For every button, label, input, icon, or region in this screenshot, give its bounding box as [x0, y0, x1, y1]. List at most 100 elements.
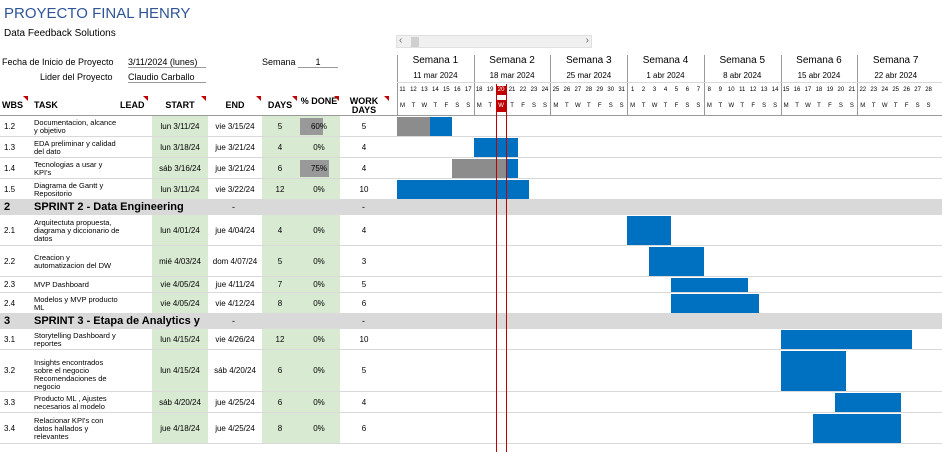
start-cell-bg	[152, 179, 208, 200]
gantt-bar[interactable]	[429, 117, 452, 136]
col-header-lead: LEAD	[120, 100, 145, 110]
day-number: 29	[596, 87, 604, 93]
project-lead-input[interactable]: Claudio Carballo	[128, 72, 206, 83]
scroll-thumb[interactable]	[411, 37, 419, 47]
pct-cell-bg	[298, 277, 340, 293]
days-value: 5	[277, 121, 283, 131]
pct-cell-bg	[298, 137, 340, 158]
week-date: 8 abr 2024	[723, 71, 762, 80]
comment-marker-icon	[143, 96, 148, 101]
day-number: 21	[848, 87, 856, 93]
day-letter: T	[641, 103, 646, 109]
days-value: 8	[277, 423, 283, 433]
day-letter: M	[630, 103, 636, 109]
task-name: Producto ML , Ajustes necesarios al mode…	[34, 393, 107, 411]
end-date: jue 3/21/24	[215, 163, 255, 173]
end-date: vie 3/15/24	[215, 121, 255, 131]
wbs-cell: 3.2	[4, 366, 16, 375]
col-header-work-days: WORK DAYS	[349, 96, 379, 115]
pct-done-value: 0%	[313, 423, 325, 433]
pct-done-value: 0%	[313, 256, 325, 266]
end-date: vie 4/12/24	[215, 298, 255, 308]
row-divider	[0, 157, 942, 158]
week-name: Semana 4	[642, 55, 689, 66]
pct-cell-bg	[298, 293, 340, 314]
day-number: 20	[495, 86, 507, 95]
week-name: Semana 2	[489, 55, 535, 66]
day-number: 19	[486, 87, 494, 93]
week-label: Semana	[262, 57, 296, 67]
start-date: lun 3/18/24	[160, 142, 200, 152]
start-date: mié 4/03/24	[159, 256, 201, 266]
today-marker-left	[495, 84, 497, 452]
comment-marker-icon	[256, 96, 261, 101]
day-number: 8	[707, 87, 712, 93]
day-number: 27	[914, 87, 921, 93]
pct-done-bar	[300, 118, 323, 135]
start-date-input[interactable]: 3/11/2024 (lunes)	[128, 57, 206, 68]
day-number: 14	[771, 87, 779, 93]
gantt-bar[interactable]	[813, 414, 902, 443]
day-number: 28	[925, 87, 932, 93]
comment-marker-icon	[334, 96, 339, 101]
col-header-end: END	[225, 100, 245, 110]
day-number: 26	[903, 87, 910, 93]
day-letter: S	[455, 103, 460, 109]
gantt-bar[interactable]	[649, 247, 704, 276]
day-letter: S	[773, 103, 778, 109]
section-row: 3 SPRINT 3 - Etapa de Analytics y - -	[0, 314, 942, 329]
task-name: Arquitectuta propuesta, diagrama y dicci…	[34, 217, 120, 243]
week-scrollbar[interactable]: ‹ ›	[396, 35, 592, 48]
end-date: jue 4/04/24	[215, 225, 255, 235]
day-letter: S	[466, 103, 471, 109]
start-cell-bg	[152, 350, 208, 392]
day-letter: T	[795, 103, 799, 109]
day-number: 31	[618, 87, 625, 93]
task-name: Documentacion, alcance y objetivo	[34, 117, 117, 135]
week-divider	[627, 55, 629, 115]
gantt-bar[interactable]	[397, 180, 529, 199]
week-date: 1 abr 2024	[646, 71, 685, 80]
week-input[interactable]: 1	[298, 57, 338, 68]
gantt-bar[interactable]	[506, 159, 518, 178]
start-date: sáb 4/20/24	[159, 397, 201, 407]
day-letter: S	[685, 103, 690, 109]
day-number: 28	[585, 87, 593, 93]
section-wbs: 2	[4, 201, 11, 213]
task-name: Creacion y automatizacion del DW	[34, 252, 112, 270]
pct-done-value: 0%	[313, 334, 325, 344]
day-letter: S	[849, 103, 854, 109]
gantt-bar[interactable]	[780, 351, 847, 391]
work-days-value: 10	[359, 184, 369, 194]
days-cell-bg	[262, 215, 298, 246]
pct-cell-bg	[298, 179, 340, 200]
gantt-bar[interactable]	[627, 216, 671, 245]
gantt-bar[interactable]	[780, 330, 913, 349]
week-name: Semana 7	[872, 55, 919, 66]
task-name: Diagrama de Gantt y Repositorio	[34, 180, 104, 198]
section-work-days: -	[362, 316, 365, 326]
scroll-left-icon[interactable]: ‹	[399, 35, 403, 46]
col-header-wbs: WBS	[2, 100, 23, 110]
day-number: 15	[442, 87, 450, 93]
pct-cell-bg	[298, 329, 340, 350]
gantt-bar[interactable]	[671, 278, 748, 292]
days-value: 6	[277, 397, 283, 407]
col-header-start: START	[165, 100, 195, 110]
day-letter: M	[783, 103, 789, 109]
task-name: Storytelling Dashboard y reportes	[34, 330, 116, 348]
task-name: MVP Dashboard	[34, 280, 89, 289]
col-header-days: DAYS	[267, 100, 293, 110]
day-letter: S	[608, 103, 613, 109]
col-header-task: TASK	[34, 100, 58, 110]
day-letter: S	[542, 103, 547, 109]
scroll-right-icon[interactable]: ›	[585, 35, 589, 46]
wbs-cell: 1.5	[4, 184, 16, 194]
day-number: 22	[859, 87, 867, 93]
gantt-bar[interactable]	[671, 294, 759, 313]
day-number: 20	[837, 87, 845, 93]
start-date: lun 3/11/24	[160, 184, 200, 194]
days-cell-bg	[262, 179, 298, 200]
end-date: dom 4/07/24	[212, 256, 258, 266]
gantt-bar[interactable]	[835, 393, 902, 412]
